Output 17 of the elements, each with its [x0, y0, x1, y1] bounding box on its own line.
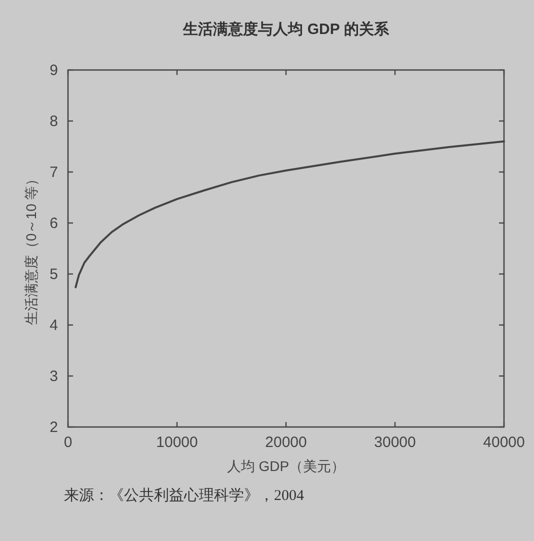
chart-title: 生活满意度与人均 GDP 的关系: [182, 20, 390, 38]
y-tick-label: 3: [50, 368, 58, 385]
y-tick-label: 8: [50, 113, 58, 130]
y-tick-label: 2: [50, 419, 58, 436]
y-axis-title: 生活满意度（0～10 等）: [23, 172, 39, 326]
x-tick-label: 20000: [265, 434, 307, 451]
x-axis-title: 人均 GDP（美元）: [226, 458, 346, 474]
x-tick-label: 40000: [483, 434, 525, 451]
source-note: 来源：《公共利益心理科学》，2004: [64, 487, 304, 504]
y-tick-label: 4: [50, 317, 58, 334]
y-tick-label: 6: [50, 215, 58, 232]
y-tick-label: 5: [50, 266, 58, 283]
x-tick-label: 10000: [156, 434, 198, 451]
y-tick-label: 9: [50, 62, 58, 79]
x-tick-label: 30000: [374, 434, 416, 451]
x-tick-label: 0: [64, 434, 72, 451]
y-tick-label: 7: [50, 164, 58, 181]
